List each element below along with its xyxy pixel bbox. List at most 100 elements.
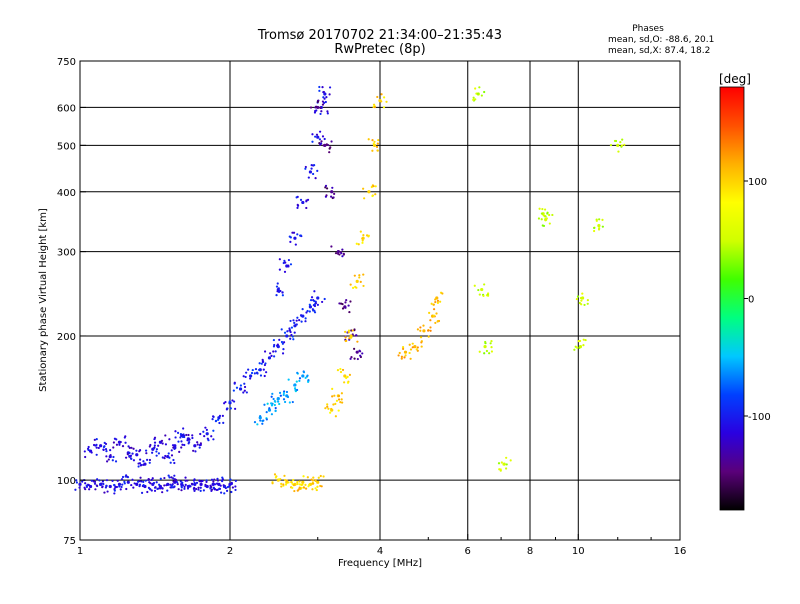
scatter-point [486, 292, 490, 295]
scatter-point [192, 449, 195, 452]
scatter-point [202, 430, 205, 433]
scatter-point [355, 334, 358, 337]
scatter-point [296, 371, 299, 374]
scatter-point [478, 350, 481, 353]
data-point [78, 482, 82, 486]
scatter-point [278, 268, 281, 271]
scatter-point [213, 488, 217, 491]
scatter-point [385, 100, 388, 103]
scatter-point [298, 377, 302, 380]
y-tick-label: 100 [57, 476, 76, 487]
scatter-point [290, 481, 293, 484]
scatter-point [124, 435, 127, 438]
scatter-point [353, 357, 356, 360]
scatter-point [221, 480, 224, 483]
scatter-point [179, 433, 183, 436]
scatter-point [205, 428, 208, 431]
scatter-point [339, 302, 343, 305]
scatter-point [272, 350, 275, 353]
scatter-point [289, 263, 293, 266]
scatter-point [361, 239, 364, 242]
scatter-point [543, 214, 546, 218]
scatter-point [325, 187, 329, 190]
scatter-point [432, 308, 436, 311]
data-point [258, 416, 262, 420]
scatter-point [373, 140, 376, 143]
scatter-point [188, 484, 191, 487]
data-point [355, 279, 359, 283]
scatter-point [284, 483, 288, 486]
scatter-point [226, 486, 229, 489]
scatter-point [283, 400, 287, 404]
scatter-point [210, 435, 213, 438]
scatter-point [341, 255, 344, 258]
scatter-point [497, 462, 501, 465]
scatter-point [309, 106, 313, 109]
colorbar-ticks: 100 0 -100 [744, 177, 771, 423]
scatter-point [247, 368, 250, 371]
scatter-point [198, 479, 201, 482]
scatter-point [234, 485, 237, 488]
scatter-point [601, 225, 604, 228]
data-point [301, 200, 305, 205]
data-point [316, 135, 320, 139]
scatter-point [333, 192, 336, 195]
data-point [413, 345, 417, 349]
scatter-point [104, 448, 108, 451]
scatter-point [314, 487, 317, 490]
scatter-point [367, 138, 370, 141]
data-point [228, 482, 232, 486]
scatter-point [179, 480, 182, 483]
scatter-point [245, 391, 248, 394]
scatter-point [105, 450, 108, 453]
scatter-point [265, 411, 268, 414]
scatter-point [349, 336, 353, 339]
scatter-point [489, 342, 492, 345]
scatter-point [156, 487, 159, 490]
scatter-point [374, 185, 377, 188]
scatter-point [350, 355, 353, 359]
scatter-point [314, 479, 317, 482]
scatter-point [416, 346, 419, 349]
scatter-point [191, 436, 194, 440]
scatter-point [308, 310, 311, 313]
scatter-point [304, 376, 307, 379]
scatter-point [276, 398, 279, 401]
y-tick-label: 750 [57, 57, 76, 68]
scatter-point [168, 438, 171, 441]
scatter-point [142, 460, 145, 463]
scatter-point [115, 485, 119, 489]
scatter-point [173, 447, 176, 450]
data-point [403, 350, 408, 354]
scatter-point [609, 144, 613, 147]
data-point [480, 287, 484, 292]
scatter-point [127, 445, 130, 448]
scatter-point [292, 231, 296, 234]
scatter-point [209, 487, 212, 490]
scatter-point [363, 197, 366, 200]
scatter-point [321, 100, 325, 103]
scatter-point [191, 434, 194, 437]
scatter-point [419, 336, 423, 339]
scatter-point [341, 248, 344, 251]
scatter-point [90, 451, 93, 454]
scatter-point [278, 402, 281, 406]
scatter-point [348, 373, 352, 376]
scatter-point [199, 489, 202, 492]
scatter-point [114, 460, 118, 463]
scatter-point [427, 329, 430, 332]
scatter-point [152, 481, 156, 485]
scatter-point [362, 273, 365, 276]
scatter-point [105, 479, 109, 482]
scatter-point [361, 237, 364, 240]
scatter-point [436, 301, 440, 304]
scatter-point [74, 488, 77, 491]
scatter-point [283, 270, 287, 273]
scatter-point [292, 319, 295, 322]
scatter-point [344, 336, 347, 339]
scatter-point [344, 301, 347, 304]
scatter-point [304, 317, 307, 320]
scatter-point [344, 306, 347, 309]
scatter-point [359, 230, 362, 233]
scatter-point [432, 303, 435, 306]
